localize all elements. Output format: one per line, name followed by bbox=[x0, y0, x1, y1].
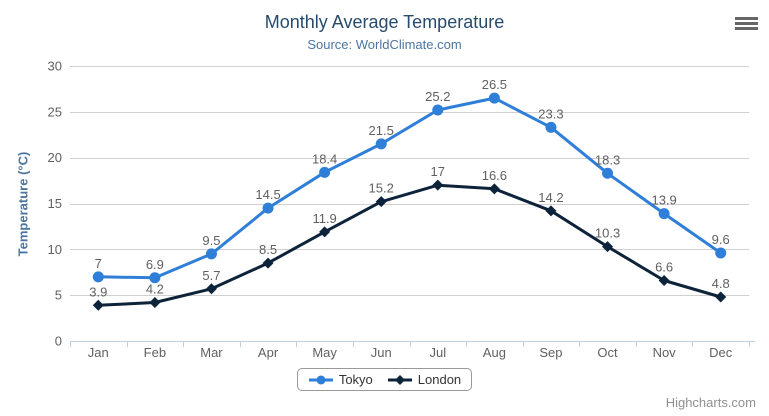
y-axis-label: 15 bbox=[48, 196, 62, 211]
y-axis-label: 25 bbox=[48, 104, 62, 119]
data-label: 5.7 bbox=[202, 268, 220, 283]
legend-label: Tokyo bbox=[338, 372, 373, 387]
data-label: 8.5 bbox=[259, 242, 277, 257]
data-label: 4.2 bbox=[146, 282, 164, 297]
x-axis-label: Feb bbox=[144, 345, 166, 360]
x-axis-label: Aug bbox=[483, 345, 506, 360]
data-label: 10.3 bbox=[595, 226, 620, 241]
data-label: 13.9 bbox=[651, 193, 676, 208]
x-axis-label: Jan bbox=[88, 345, 109, 360]
data-point-tokyo[interactable] bbox=[92, 271, 104, 283]
hamburger-icon bbox=[734, 16, 758, 30]
data-label: 18.3 bbox=[595, 152, 620, 167]
data-point-tokyo[interactable] bbox=[545, 121, 557, 133]
x-axis-label: Jun bbox=[371, 345, 392, 360]
y-axis-title: Temperature (°C) bbox=[15, 151, 31, 257]
data-label: 6.6 bbox=[655, 260, 673, 275]
data-point-tokyo[interactable] bbox=[658, 208, 670, 220]
data-label: 21.5 bbox=[369, 123, 394, 138]
series-line-tokyo bbox=[96, 96, 723, 280]
x-axis-label: Dec bbox=[709, 345, 733, 360]
data-label: 25.2 bbox=[425, 89, 450, 104]
x-axis-label: Apr bbox=[258, 345, 279, 360]
data-point-tokyo[interactable] bbox=[319, 166, 331, 178]
data-label: 26.5 bbox=[482, 77, 507, 92]
data-point-tokyo[interactable] bbox=[715, 247, 727, 259]
legend: Tokyo London bbox=[296, 368, 473, 391]
data-label: 4.8 bbox=[712, 276, 730, 291]
x-axis-label: Oct bbox=[597, 345, 618, 360]
data-label: 23.3 bbox=[538, 106, 563, 121]
data-label: 9.5 bbox=[202, 233, 220, 248]
data-label: 6.9 bbox=[146, 257, 164, 272]
data-label: 3.9 bbox=[89, 284, 107, 299]
data-label: 11.9 bbox=[312, 211, 336, 226]
data-point-tokyo[interactable] bbox=[488, 92, 500, 104]
data-point-tokyo[interactable] bbox=[375, 138, 387, 150]
data-point-london[interactable] bbox=[432, 179, 444, 191]
highcharts-credits-link[interactable]: Highcharts.com bbox=[665, 395, 756, 410]
data-point-london[interactable] bbox=[92, 299, 104, 311]
data-point-tokyo[interactable] bbox=[262, 202, 274, 214]
x-axis-label: May bbox=[312, 345, 337, 360]
data-label: 16.6 bbox=[482, 168, 507, 183]
data-label: 17 bbox=[431, 164, 445, 179]
series-line-london bbox=[96, 183, 723, 307]
london-series-marker-icon bbox=[387, 374, 412, 385]
data-point-london[interactable] bbox=[205, 283, 217, 295]
tokyo-series-marker-icon bbox=[308, 375, 333, 384]
y-axis-label: 10 bbox=[48, 242, 62, 257]
chart-title: Monthly Average Temperature bbox=[264, 12, 505, 32]
data-point-london[interactable] bbox=[262, 257, 274, 269]
data-point-london[interactable] bbox=[319, 226, 331, 238]
data-point-tokyo[interactable] bbox=[205, 248, 217, 260]
y-axis-label: 0 bbox=[55, 334, 62, 349]
data-label: 14.5 bbox=[255, 187, 280, 202]
data-point-london[interactable] bbox=[375, 196, 387, 208]
legend-item-tokyo[interactable]: Tokyo bbox=[308, 372, 373, 387]
legend-item-london[interactable]: London bbox=[387, 372, 461, 387]
data-point-tokyo[interactable] bbox=[432, 104, 444, 116]
data-point-tokyo[interactable] bbox=[602, 167, 614, 179]
context-menu-button[interactable] bbox=[732, 12, 760, 34]
data-point-london[interactable] bbox=[149, 297, 161, 308]
data-label: 7 bbox=[95, 256, 102, 271]
y-axis-label: 30 bbox=[48, 59, 62, 74]
data-point-tokyo[interactable] bbox=[149, 272, 161, 284]
chart-subtitle: Source: WorldClimate.com bbox=[307, 37, 462, 52]
data-point-london[interactable] bbox=[488, 183, 500, 195]
data-point-london[interactable] bbox=[602, 241, 614, 253]
data-label: 15.2 bbox=[369, 181, 394, 196]
x-axis-label: Jul bbox=[429, 345, 446, 360]
data-label: 9.6 bbox=[712, 232, 730, 247]
data-point-london[interactable] bbox=[715, 291, 727, 303]
y-axis-label: 5 bbox=[55, 288, 62, 303]
data-point-london[interactable] bbox=[658, 275, 670, 286]
data-label: 14.2 bbox=[538, 190, 563, 205]
legend-wrap: Tokyo London bbox=[0, 368, 769, 391]
x-axis-label: Nov bbox=[653, 345, 677, 360]
data-point-london[interactable] bbox=[545, 205, 557, 217]
x-axis-label: Mar bbox=[200, 345, 223, 360]
x-axis-label: Sep bbox=[539, 345, 562, 360]
data-label: 18.4 bbox=[312, 151, 337, 166]
y-axis-label: 20 bbox=[48, 150, 62, 165]
legend-label: London bbox=[417, 372, 462, 387]
